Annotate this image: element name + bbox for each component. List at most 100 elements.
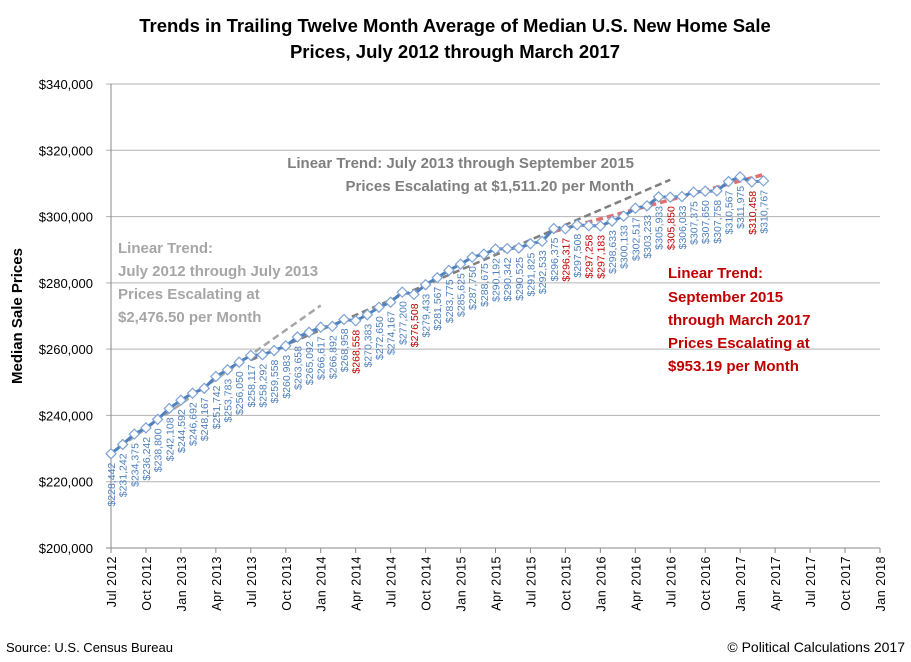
y-tick-label: $260,000 <box>39 342 93 357</box>
y-tick-label: $300,000 <box>39 210 93 225</box>
data-point-marker <box>384 296 397 309</box>
data-point-marker <box>699 185 712 198</box>
data-label: $251,742 <box>211 385 223 429</box>
x-tick-label: Jan 2016 <box>594 556 608 611</box>
y-tick-label: $280,000 <box>39 276 93 291</box>
data-label: $291,825 <box>525 253 537 297</box>
data-label: $263,658 <box>292 346 304 390</box>
data-label: $231,242 <box>118 453 130 497</box>
data-point-marker <box>559 222 572 235</box>
annotation-line: September 2015 <box>668 289 783 306</box>
data-point-marker <box>210 370 222 383</box>
annotation-line: Prices Escalating at <box>118 286 260 303</box>
data-point-marker <box>582 219 595 232</box>
data-label: $238,800 <box>153 428 165 472</box>
data-label: $311,975 <box>735 186 747 229</box>
data-point-marker <box>466 251 479 264</box>
x-tick-label: Apr 2016 <box>629 556 643 611</box>
data-point-marker <box>279 340 292 352</box>
x-tick-label: Jan 2017 <box>734 556 748 611</box>
data-label: $272,650 <box>374 316 386 360</box>
chart-title-line-2: Prices, July 2012 through March 2017 <box>290 41 620 62</box>
data-label: $283,775 <box>444 279 456 323</box>
x-tick-label: Oct 2016 <box>699 556 713 611</box>
y-tick-label: $200,000 <box>39 541 93 556</box>
data-point-marker <box>408 288 420 301</box>
data-label: $228,442 <box>106 463 118 507</box>
x-tick-label: Jan 2015 <box>455 556 469 611</box>
copyright-note: © Political Calculations 2017 <box>727 639 905 655</box>
data-label: $268,558 <box>351 330 363 374</box>
data-point-marker <box>745 176 758 188</box>
data-label: $266,892 <box>327 335 339 379</box>
data-label: $290,192 <box>491 258 503 302</box>
chart-title-line-1: Trends in Trailing Twelve Month Average … <box>139 15 771 36</box>
data-label: $281,567 <box>432 287 444 331</box>
data-point-marker <box>431 271 444 284</box>
annotation-line: Prices Escalating at <box>668 335 810 352</box>
data-label: $310,767 <box>758 190 770 234</box>
data-label: $300,133 <box>619 225 631 269</box>
data-point-marker <box>664 191 677 204</box>
data-point-marker <box>128 428 141 440</box>
data-label: $279,433 <box>421 294 433 338</box>
data-label: $285,625 <box>456 273 468 317</box>
data-label: $268,958 <box>339 328 351 372</box>
data-point-marker <box>373 301 385 314</box>
x-tick-label: Oct 2015 <box>559 556 573 611</box>
data-label: $296,375 <box>549 237 561 281</box>
data-label: $305,933 <box>654 206 666 250</box>
annotation-line: through March 2017 <box>668 312 811 329</box>
data-label: $253,783 <box>223 379 235 423</box>
data-point-marker <box>186 387 199 400</box>
data-point-marker <box>652 191 665 203</box>
data-point-marker <box>617 210 630 222</box>
data-label: $259,558 <box>269 359 281 403</box>
data-label: $305,850 <box>665 206 677 250</box>
data-label: $260,983 <box>281 355 293 399</box>
data-point-marker <box>489 243 502 255</box>
data-point-marker <box>244 349 257 362</box>
data-label: $298,633 <box>607 230 619 274</box>
x-tick-label: Oct 2013 <box>280 556 294 611</box>
data-point-marker <box>314 321 327 334</box>
x-tick-label: Jul 2016 <box>664 556 678 607</box>
y-axis-label: Median Sale Prices <box>9 248 26 384</box>
data-label: $307,650 <box>700 200 712 244</box>
data-point-marker <box>687 186 700 198</box>
x-tick-label: Oct 2014 <box>420 556 434 611</box>
data-label: $297,183 <box>595 235 607 279</box>
data-point-marker <box>268 344 280 357</box>
data-label: $302,517 <box>630 217 642 261</box>
annotation-line: Linear Trend: <box>668 265 763 282</box>
data-point-marker <box>594 220 607 232</box>
data-label: $297,258 <box>584 235 596 279</box>
data-label: $274,167 <box>386 311 398 355</box>
data-point-marker <box>711 185 723 197</box>
x-tick-label: Jul 2017 <box>804 556 818 607</box>
x-tick-label: Jan 2018 <box>874 556 888 611</box>
annotation-line: Linear Trend: <box>118 240 213 257</box>
data-point-marker <box>536 235 548 248</box>
data-point-marker <box>349 314 362 327</box>
y-tick-label: $320,000 <box>39 143 93 158</box>
data-point-marker <box>221 363 234 376</box>
y-tick-label: $240,000 <box>39 408 93 423</box>
data-point-marker <box>571 218 583 231</box>
data-label: $277,200 <box>397 301 409 345</box>
trendline <box>250 178 671 362</box>
x-tick-label: Jul 2015 <box>524 556 538 607</box>
data-point-marker <box>256 348 269 361</box>
data-point-marker <box>512 242 525 254</box>
data-label: $287,750 <box>467 266 479 310</box>
data-label: $276,508 <box>409 303 421 347</box>
annotation-trend-2017: Linear Trend: September 2015 through Mar… <box>668 265 811 375</box>
data-point-marker <box>676 190 688 203</box>
data-label: $266,617 <box>316 336 328 380</box>
x-tick-label: Apr 2013 <box>210 556 224 611</box>
data-point-marker <box>524 237 537 250</box>
data-point-marker <box>501 242 513 255</box>
data-label: $248,167 <box>199 397 211 441</box>
data-point-marker <box>116 438 129 451</box>
